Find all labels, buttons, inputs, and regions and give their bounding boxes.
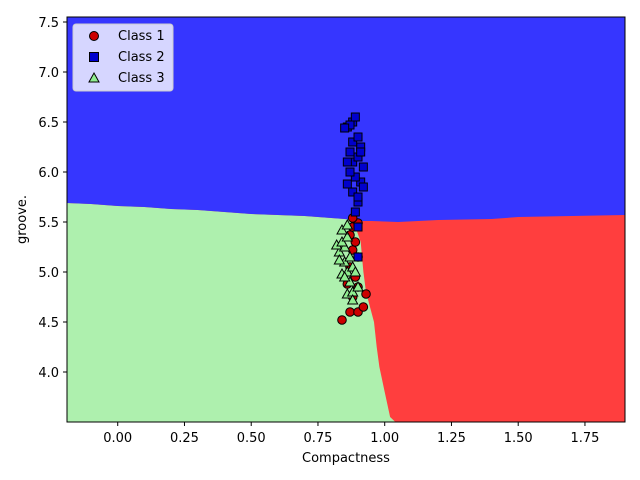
point-class-2-21 — [356, 147, 366, 157]
y-tick-label-7: 7.5 — [38, 16, 59, 31]
point-class-3-7 — [344, 250, 356, 262]
point-class-1-0 — [337, 315, 347, 325]
x-tick-label-3: 0.75 — [303, 431, 332, 446]
point-class-2-19 — [350, 112, 360, 122]
y-tick-label-1: 4.5 — [38, 316, 59, 331]
point-class-2-14 — [348, 137, 358, 147]
plot-frame — [66, 16, 626, 423]
point-class-2-23 — [358, 182, 368, 192]
point-class-1-3 — [358, 302, 369, 312]
legend-marker-class-2 — [89, 52, 99, 62]
y-tick-label-3: 5.5 — [38, 216, 59, 231]
y-axis-ticks: 4.0 4.5 5.0 5.5 6.0 6.5 7.0 7.5 — [38, 16, 67, 381]
point-class-3-19 — [338, 270, 351, 282]
x-tick-label-6: 1.50 — [504, 431, 533, 446]
scatter-points — [330, 112, 371, 325]
point-class-2-4 — [348, 187, 358, 197]
x-tick-label-1: 0.25 — [170, 431, 199, 446]
y-tick-label-2: 5.0 — [38, 266, 59, 281]
region-class-3 — [67, 203, 396, 422]
x-axis-ticks: 0.00 0.25 0.50 0.75 1.00 1.25 1.50 1.75 — [103, 422, 599, 446]
point-class-1-1 — [345, 307, 355, 317]
y-axis-label: groove. — [15, 195, 30, 244]
point-class-2-24 — [353, 192, 363, 202]
y-tick-label-5: 6.5 — [38, 116, 59, 131]
legend-label-class-2: Class 2 — [118, 50, 165, 65]
point-class-2-2 — [350, 207, 360, 217]
point-class-2-9 — [358, 162, 368, 172]
point-class-1-4 — [361, 289, 371, 299]
point-class-3-15 — [346, 293, 359, 305]
y-tick-label-0: 4.0 — [38, 366, 59, 381]
x-tick-label-0: 0.00 — [103, 431, 132, 446]
y-tick-label-4: 6.0 — [38, 166, 59, 181]
legend-box — [72, 23, 174, 92]
legend: Class 1 Class 2 Class 3 — [72, 23, 174, 92]
point-class-2-0 — [353, 252, 363, 262]
x-tick-label-5: 1.25 — [437, 431, 466, 446]
point-class-2-8 — [345, 167, 355, 177]
x-tick-label-4: 1.00 — [370, 431, 399, 446]
point-class-3-17 — [333, 253, 346, 265]
point-class-1-12 — [350, 237, 361, 247]
region-class-2 — [67, 17, 625, 222]
point-class-2-22 — [342, 157, 352, 167]
point-class-2-1 — [353, 222, 363, 232]
y-tick-label-6: 7.0 — [38, 66, 59, 81]
legend-marker-class-3 — [88, 71, 100, 83]
point-class-3-18 — [349, 265, 362, 277]
point-class-3-12 — [341, 230, 354, 242]
x-tick-label-2: 0.50 — [237, 431, 266, 446]
point-class-2-7 — [350, 172, 360, 182]
point-class-2-15 — [353, 132, 363, 142]
legend-label-class-1: Class 1 — [118, 29, 165, 44]
legend-label-class-3: Class 3 — [118, 71, 165, 86]
point-class-2-5 — [342, 179, 352, 189]
point-class-2-12 — [345, 147, 355, 157]
point-class-2-20 — [340, 123, 350, 133]
plot-area — [67, 17, 625, 422]
x-axis-label: Compactness — [302, 451, 390, 466]
legend-marker-class-1 — [89, 31, 99, 41]
x-tick-label-7: 1.75 — [570, 431, 599, 446]
point-class-3-14 — [341, 218, 354, 230]
